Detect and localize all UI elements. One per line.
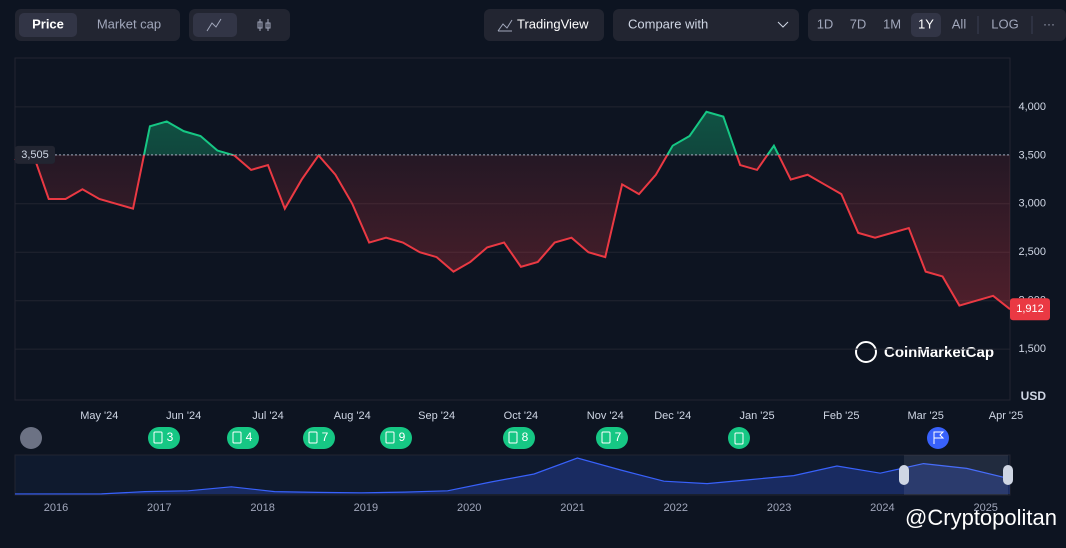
tv-icon	[497, 19, 513, 32]
event-icon	[153, 431, 163, 444]
price-line-up	[22, 110, 780, 155]
y-tick-label: 2,500	[1018, 246, 1046, 258]
navigator-year: 2017	[147, 502, 171, 514]
x-tick-label: Apr '25	[989, 410, 1024, 422]
range-button[interactable]: 1M	[883, 16, 901, 31]
range-button[interactable]: 7D	[850, 16, 867, 31]
credit: @Cryptopolitan	[905, 505, 1057, 530]
reference-badge	[15, 145, 55, 164]
x-tick-label: Aug '24	[334, 410, 371, 422]
compare-label[interactable]: Compare with	[628, 16, 708, 31]
y-tick-label: 3,000	[1018, 198, 1046, 210]
range-button[interactable]: All	[952, 16, 967, 31]
navigator-year: 2018	[250, 502, 274, 514]
navigator-year: 2016	[44, 502, 68, 514]
navigator-year: 2025	[973, 502, 997, 514]
event-icon	[601, 431, 611, 444]
x-tick-label: Feb '25	[823, 410, 859, 422]
range-button[interactable]: LOG	[991, 16, 1018, 31]
tab[interactable]: Price	[32, 16, 64, 31]
line-icon	[206, 18, 222, 32]
y-tick-label: 4,000	[1018, 101, 1046, 113]
event-icon	[232, 431, 242, 444]
event-icon	[385, 431, 395, 444]
navigator-year: 2019	[354, 502, 378, 514]
event-count[interactable]: 7	[615, 430, 622, 444]
event-count[interactable]: 4	[246, 430, 253, 444]
event-badge[interactable]	[728, 427, 750, 449]
last-price-label: 1,912	[1016, 303, 1044, 315]
event-count[interactable]: 7	[322, 430, 329, 444]
navigator-year: 2024	[870, 502, 894, 514]
navigator-year: 2020	[457, 502, 481, 514]
tradingview-label[interactable]: TradingView	[517, 16, 589, 31]
price-line-down	[14, 154, 1011, 311]
reference-label: 3,505	[21, 149, 49, 161]
x-tick-label: Dec '24	[654, 410, 691, 422]
x-tick-label: Jun '24	[166, 410, 201, 422]
range-active[interactable]	[911, 13, 941, 37]
chevron	[777, 21, 789, 28]
event-count[interactable]: 9	[399, 430, 406, 444]
event-badge[interactable]	[227, 427, 259, 449]
x-tick-label: Nov '24	[587, 410, 624, 422]
candle-icon[interactable]	[257, 19, 271, 31]
navigator-handle[interactable]	[1003, 465, 1013, 485]
event-icon	[734, 432, 744, 445]
event-badge[interactable]	[596, 427, 628, 449]
x-tick-label: Oct '24	[504, 410, 539, 422]
area-up	[24, 111, 779, 155]
range-button[interactable]: 1Y	[918, 16, 934, 31]
navigator-line	[15, 457, 1011, 495]
x-tick-label: Sep '24	[418, 410, 455, 422]
area-down	[15, 154, 1010, 310]
navigator-handle[interactable]	[899, 465, 909, 485]
navigator-area	[15, 458, 1010, 494]
x-tick-label: May '24	[80, 410, 118, 422]
more-button[interactable]: ···	[1043, 17, 1055, 31]
event-badge[interactable]	[303, 427, 335, 449]
x-tick-label: Jan '25	[739, 410, 774, 422]
history-button[interactable]	[20, 427, 42, 449]
y-tick-label: 1,500	[1018, 343, 1046, 355]
navigator-year: 2022	[664, 502, 688, 514]
event-icon	[508, 431, 518, 444]
event-icon	[308, 431, 318, 444]
y-unit: USD	[1021, 389, 1047, 403]
tab[interactable]: Market cap	[97, 16, 161, 31]
watermark-logo	[855, 341, 877, 363]
tradingview-button[interactable]	[484, 9, 604, 41]
navigator[interactable]	[14, 454, 1011, 496]
event-count[interactable]: 8	[522, 430, 529, 444]
line-type[interactable]	[193, 13, 237, 37]
event-badge[interactable]	[148, 427, 180, 449]
event-badge[interactable]	[380, 427, 412, 449]
navigator-year: 2021	[560, 502, 584, 514]
x-tick-label: Jul '24	[252, 410, 283, 422]
last-price-badge	[1010, 298, 1050, 321]
x-tick-label: Mar '25	[908, 410, 944, 422]
event-badge[interactable]	[503, 427, 535, 449]
y-tick-label: 3,500	[1018, 149, 1046, 161]
watermark: CoinMarketCap	[884, 344, 994, 361]
event-count[interactable]: 3	[167, 430, 174, 444]
tab-active[interactable]	[19, 13, 77, 37]
flag-icon	[933, 431, 945, 444]
navigator-window[interactable]	[904, 455, 1008, 495]
compare-dropdown[interactable]	[613, 9, 799, 41]
navigator-year: 2023	[767, 502, 791, 514]
range-button[interactable]: 1D	[817, 16, 834, 31]
